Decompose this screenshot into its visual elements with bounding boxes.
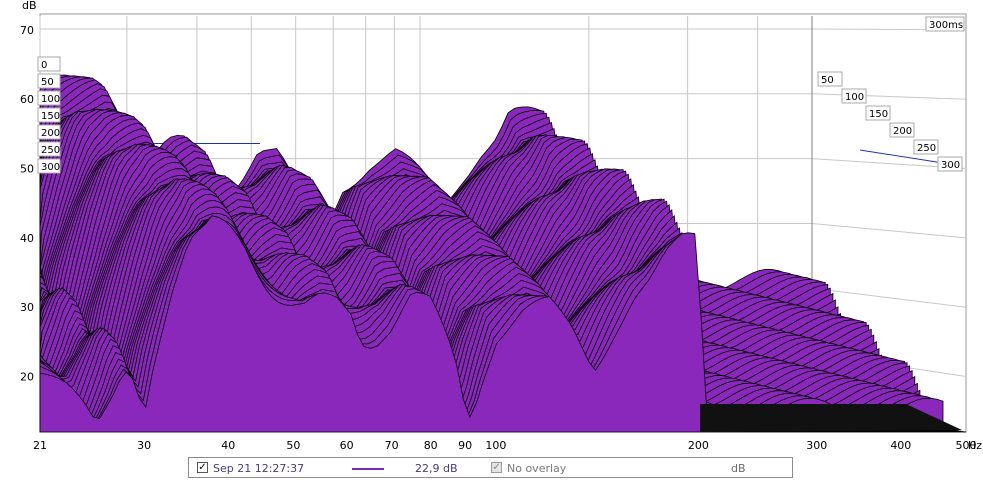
y-tick-50: 50 [20, 163, 34, 176]
time-tag-box [37, 107, 61, 123]
time-tag-box [841, 88, 867, 104]
grid-line-y-depth [811, 222, 967, 239]
time-tick-left-200: 200 [41, 128, 60, 139]
y-tick-70: 70 [20, 24, 34, 37]
time-tag-box [37, 90, 61, 106]
time-ticks-left: 0 50 100 150 200 250 300 [37, 56, 61, 174]
y-axis-unit: dB [22, 0, 37, 12]
time-tick-right-250: 250 [917, 143, 936, 154]
series-color-swatch [352, 468, 384, 470]
time-tick-left-0: 0 [41, 60, 47, 71]
time-tick-right-50: 50 [821, 75, 834, 86]
y-tick-20: 20 [20, 371, 34, 384]
overlay-label: No overlay [507, 462, 567, 475]
y-axis-labels: 70 60 50 40 30 20 [20, 24, 34, 384]
time-tag-box [913, 139, 939, 155]
time-tick-left-250: 250 [41, 145, 60, 156]
time-tick-right-200: 200 [893, 126, 912, 137]
time-tag-box [37, 56, 61, 72]
time-tick-left-100: 100 [41, 94, 60, 105]
x-tick-400: 400 [890, 439, 911, 452]
time-axis-label-box [925, 16, 965, 32]
time-tag-box [37, 124, 61, 140]
x-tick-30: 30 [137, 439, 151, 452]
x-tick-70: 70 [385, 439, 399, 452]
time-tag-box [889, 122, 915, 138]
x-tick-50: 50 [286, 439, 300, 452]
grid-line-y-depth [811, 287, 967, 308]
x-tick-40: 40 [221, 439, 235, 452]
x-tick-80: 80 [424, 439, 438, 452]
time-tag-box [937, 156, 963, 172]
grid-line-y-depth [811, 93, 967, 100]
x-tick-500: 500 [956, 439, 977, 452]
waterfall-slice-0 [39, 215, 966, 433]
time-tick-left-300: 300 [41, 162, 60, 173]
time-tick-right-100: 100 [845, 92, 864, 103]
waterfall-plot[interactable]: 70 60 50 40 30 20 dB 21 30 40 50 60 70 80 90 100 200 300 4… [0, 0, 983, 456]
time-ticks-right: 50 100 150 200 250 300 [817, 71, 963, 172]
waterfall-chart: 70 60 50 40 30 20 dB 21 30 40 50 60 70 80 90 100 200 300 4… [20, 0, 982, 452]
time-tick-right-150: 150 [869, 109, 888, 120]
measurement-checkbox[interactable]: ✓ [197, 462, 208, 473]
y-tick-60: 60 [20, 93, 34, 106]
time-tag-box [817, 71, 843, 87]
measurement-date-label[interactable]: Sep 21 12:27:37 [213, 462, 305, 475]
time-tag-box [37, 158, 61, 174]
x-tick-300: 300 [806, 439, 827, 452]
time-tag-box [37, 73, 61, 89]
overlay-checkbox[interactable]: ✓ [491, 462, 502, 473]
x-tick-60: 60 [340, 439, 354, 452]
time-tag-box [37, 141, 61, 157]
y-tick-40: 40 [20, 232, 34, 245]
x-tick-100: 100 [485, 439, 506, 452]
measurement-value-label: 22,9 dB [415, 462, 458, 475]
time-axis-label: 300ms [929, 20, 963, 31]
time-tick-left-50: 50 [41, 77, 54, 88]
legend-bar: ✓ Sep 21 12:27:37 22,9 dB ✓ No overlay d… [188, 457, 793, 478]
x-tick-200: 200 [688, 439, 709, 452]
time-tag-box [865, 105, 891, 121]
x-tick-21: 21 [33, 439, 47, 452]
time-tick-left-150: 150 [41, 111, 60, 122]
floor-shadow [700, 404, 962, 432]
x-tick-90: 90 [458, 439, 472, 452]
time-tick-right-300: 300 [941, 160, 960, 171]
x-axis-unit: Hz [968, 439, 982, 452]
y-tick-30: 30 [20, 301, 34, 314]
x-axis-labels: 21 30 40 50 60 70 80 90 100 200 300 400 500 [33, 439, 977, 452]
unit-label: dB [731, 462, 746, 475]
